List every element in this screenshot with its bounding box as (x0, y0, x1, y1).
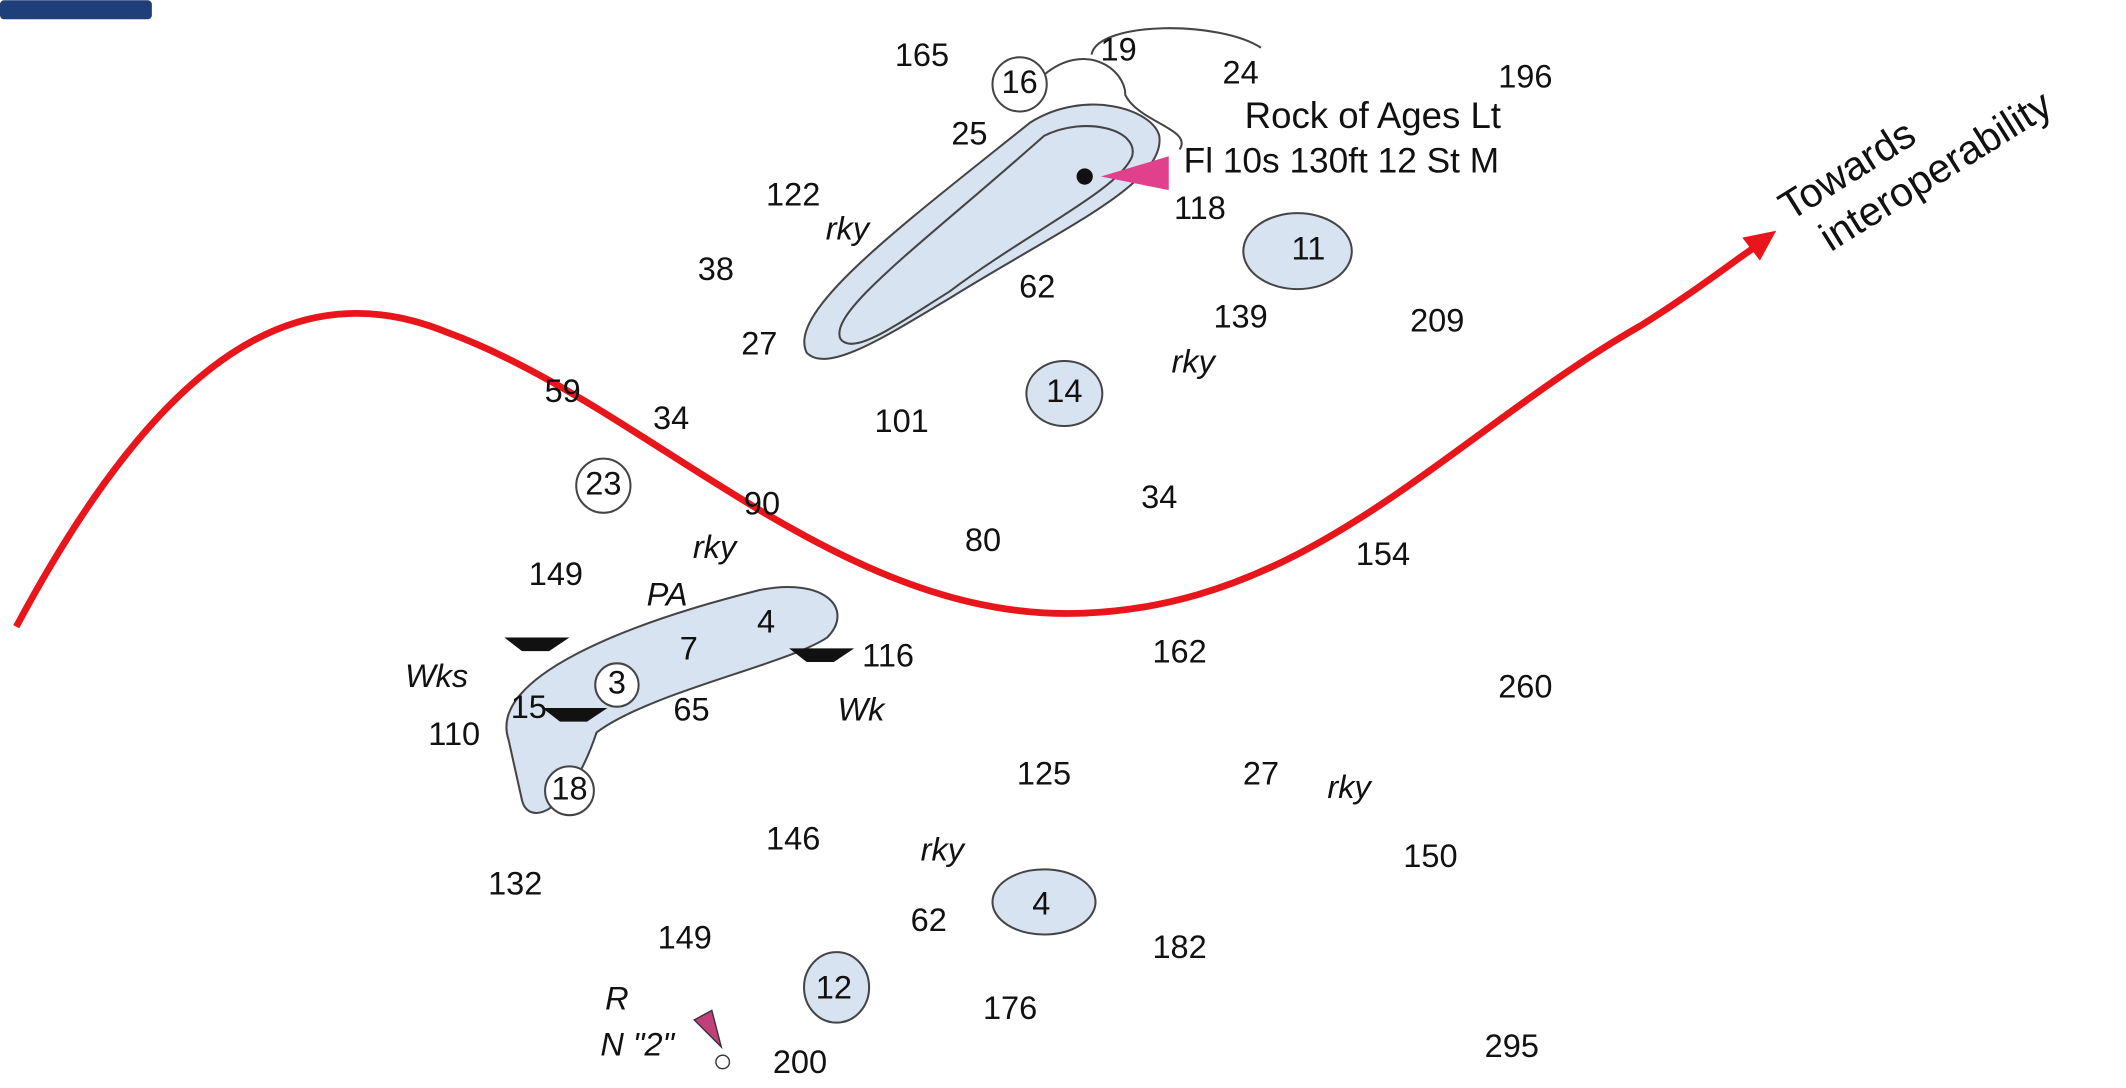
sounding: 23 (585, 465, 621, 501)
sounding: 101 (875, 403, 929, 439)
header-tab (0, 0, 152, 19)
sounding: 132 (488, 865, 542, 901)
sounding: 4 (757, 604, 775, 640)
sounding: 139 (1213, 299, 1267, 335)
chart-note: PA (647, 576, 688, 612)
sounding: 7 (680, 631, 698, 667)
sounding: 38 (698, 251, 734, 287)
sounding: 27 (741, 326, 777, 362)
sounding: 27 (1243, 755, 1279, 791)
chart-note: rky (1171, 343, 1216, 379)
sounding: 260 (1498, 669, 1552, 705)
sounding: 25 (951, 115, 987, 151)
sounding: 110 (428, 716, 480, 752)
sounding: 118 (1174, 190, 1226, 226)
sounding: 65 (673, 692, 709, 728)
sounding: 62 (911, 902, 947, 938)
sounding: 4 (1032, 886, 1050, 922)
chart-note: Wks (405, 658, 468, 694)
chart-note: rky (693, 529, 738, 565)
sounding: 125 (1017, 755, 1071, 791)
sounding: 3 (608, 665, 626, 701)
chart-note: R (605, 981, 629, 1017)
sounding: 176 (983, 990, 1037, 1026)
chart-note: Wk (837, 692, 886, 728)
sounding: 59 (545, 373, 581, 409)
sounding: 34 (1141, 479, 1177, 515)
sounding: 90 (744, 486, 780, 522)
light-characteristic: Fl 10s 130ft 12 St M (1184, 141, 1499, 180)
light-name: Rock of Ages Lt (1245, 95, 1501, 136)
chart-note: rky (921, 831, 966, 867)
sounding: 295 (1485, 1028, 1539, 1064)
sounding: 150 (1403, 838, 1457, 874)
buoy-ring (716, 1055, 730, 1069)
sounding: 196 (1498, 59, 1552, 95)
lighthouse (1077, 168, 1093, 184)
sounding: 14 (1046, 373, 1082, 409)
sounding: 209 (1410, 303, 1464, 339)
sounding: 62 (1019, 269, 1055, 305)
sounding: 149 (658, 920, 712, 956)
sounding: 19 (1100, 31, 1136, 67)
nautical-chart: Rock of Ages Lt Fl 10s 130ft 12 St M Tow… (0, 0, 2126, 1088)
sounding: 200 (773, 1044, 827, 1080)
sounding: 116 (862, 637, 914, 673)
sounding: 154 (1356, 536, 1410, 572)
sounding: 149 (529, 556, 583, 592)
sounding: 18 (551, 770, 587, 806)
sounding: 122 (766, 176, 820, 212)
buoy-label: N "2" (600, 1027, 675, 1063)
chart-note: rky (1327, 769, 1372, 805)
sounding: 11 (1292, 231, 1326, 267)
sounding: 146 (766, 821, 820, 857)
sounding: 162 (1152, 633, 1206, 669)
sounding: 12 (816, 970, 852, 1006)
buoy-mark (694, 1010, 721, 1047)
chart-note: rky (826, 210, 871, 246)
sounding: 34 (653, 400, 689, 436)
sounding: 165 (895, 37, 949, 73)
sounding: 16 (1002, 64, 1038, 100)
sounding: 80 (965, 522, 1001, 558)
sounding: 24 (1223, 54, 1259, 90)
sounding: 182 (1152, 929, 1206, 965)
sounding: 15 (511, 689, 547, 725)
